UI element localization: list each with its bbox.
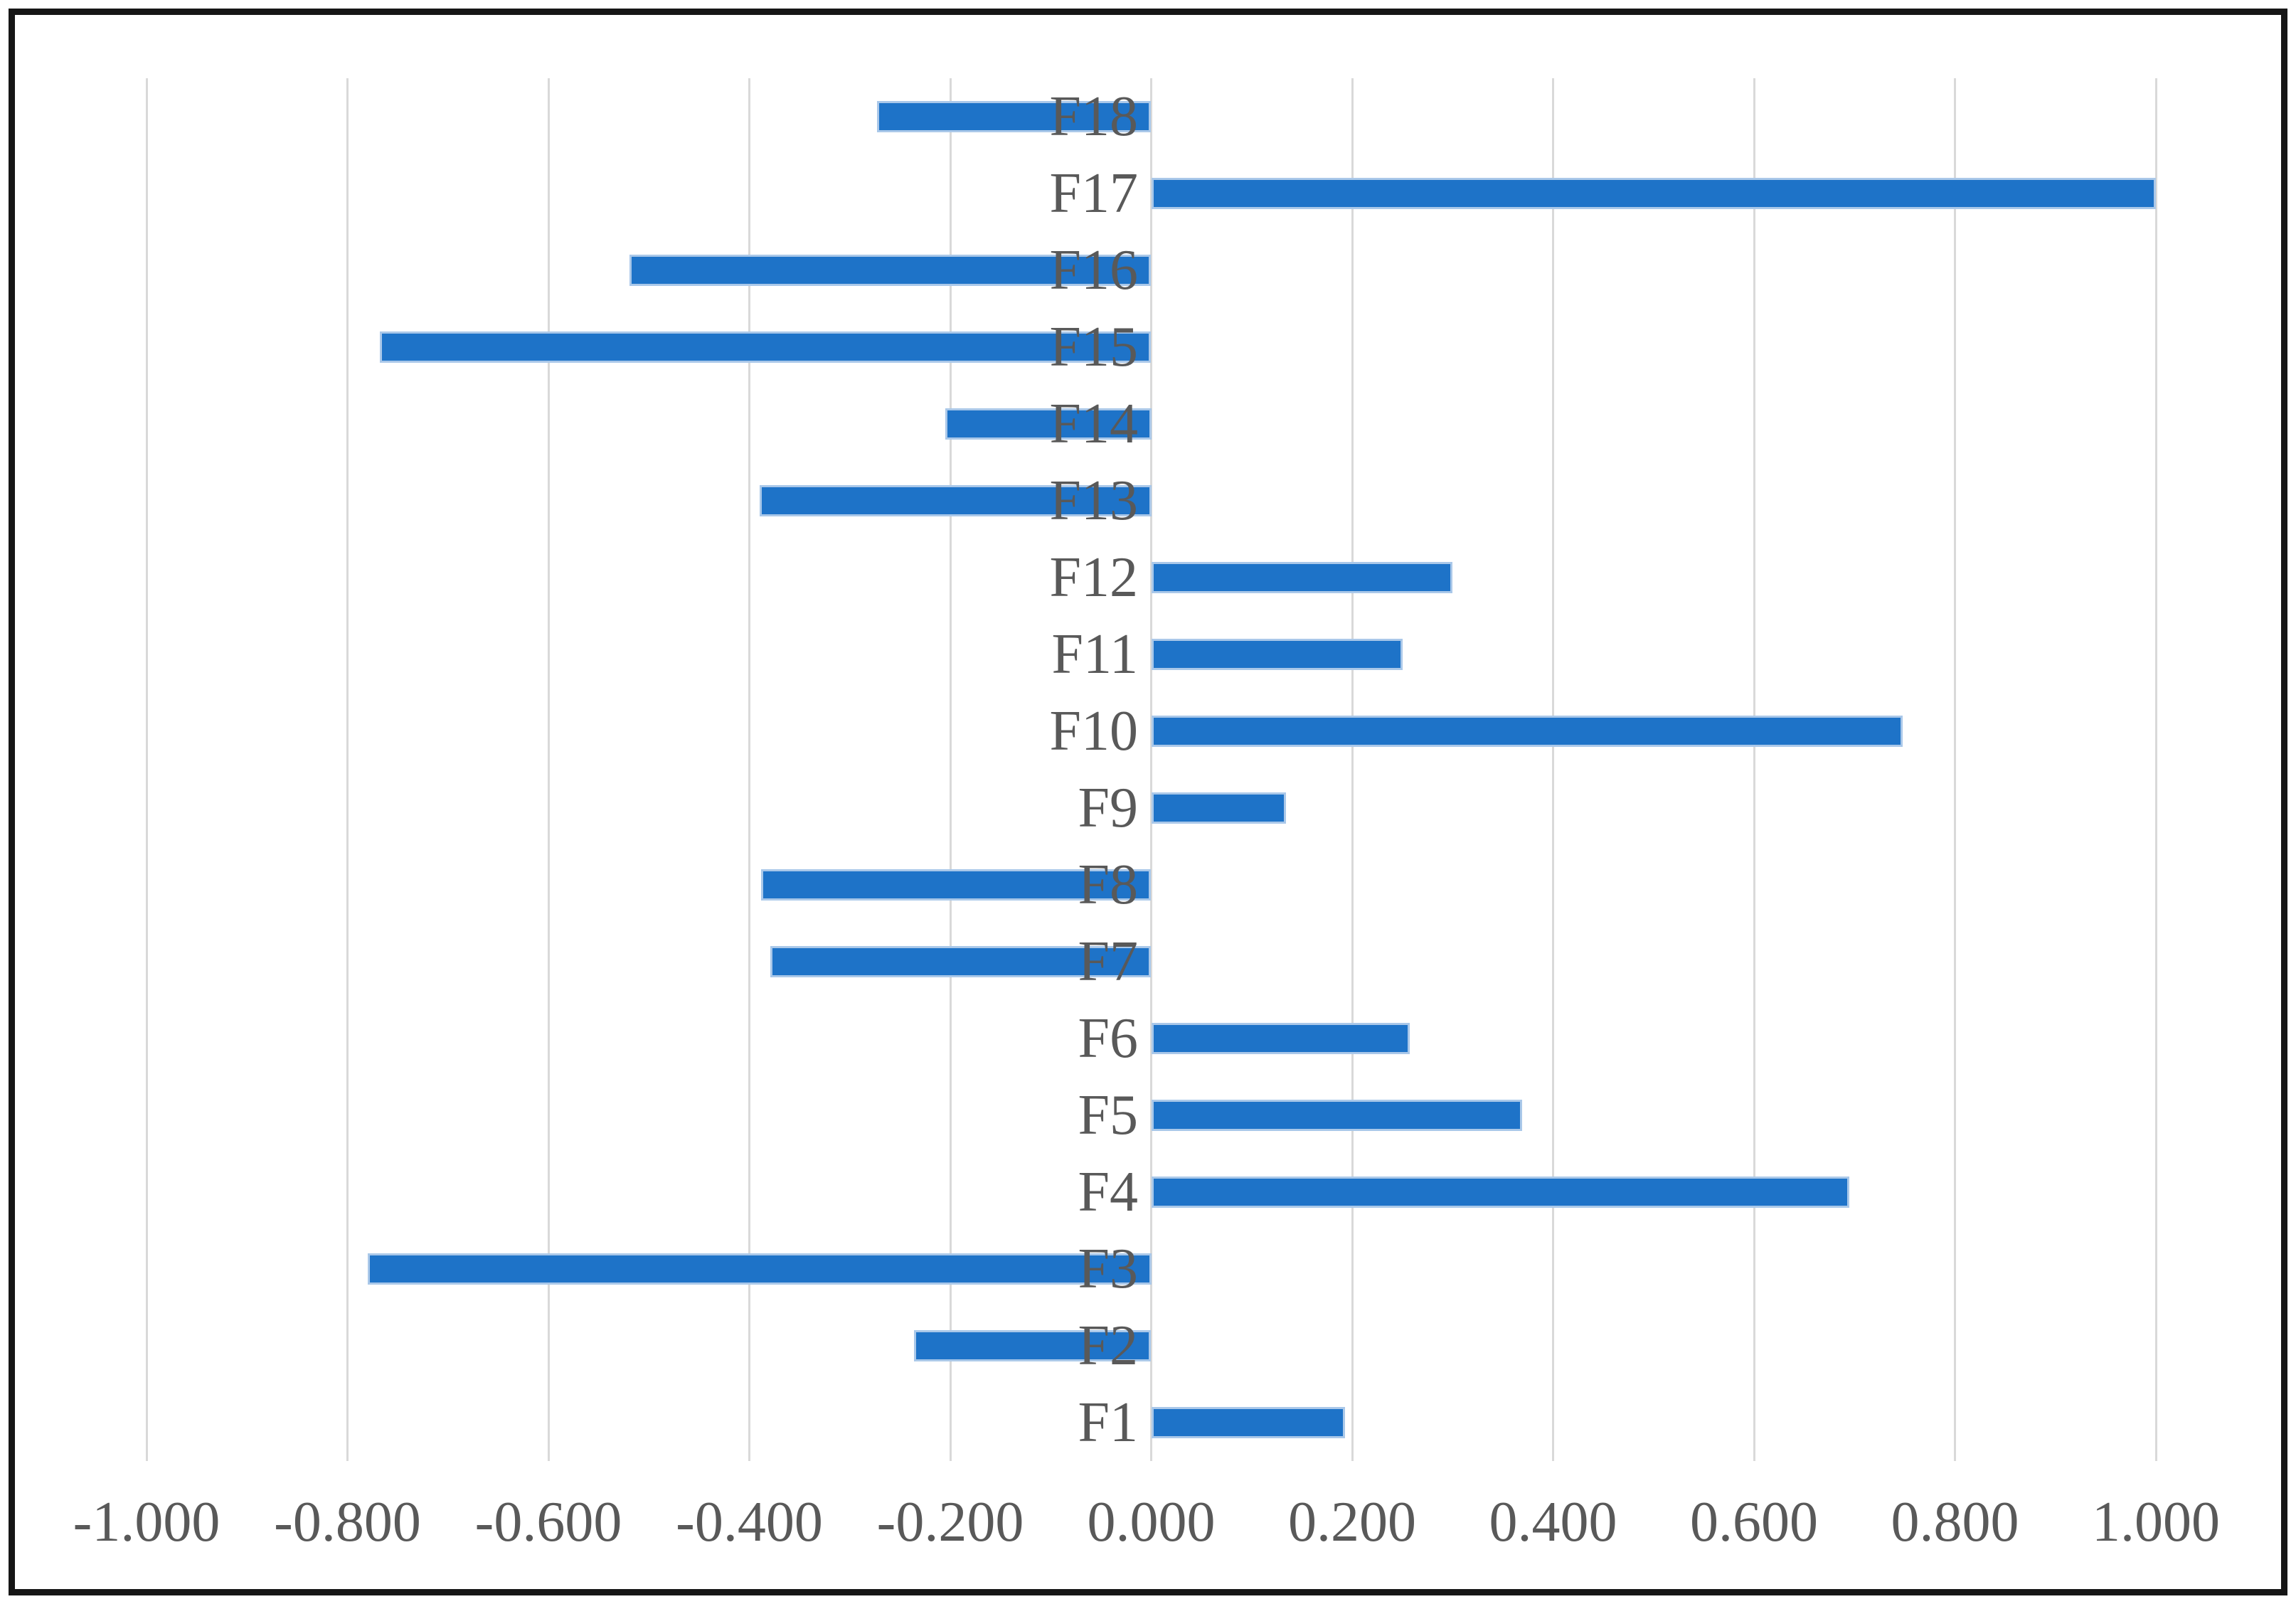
bar-F4 [1151,1177,1850,1208]
x-axis-tick-label-0.200: 0.200 [1288,1491,1416,1553]
category-label-F6: F6 [1078,1007,1139,1070]
bar-F8 [761,869,1152,901]
x-axis-tick-label--0.400: -0.400 [676,1491,823,1553]
gridline-0.000 [1150,78,1152,1461]
category-label-F17: F17 [1049,162,1139,225]
gridline-1.000 [2154,78,2157,1461]
x-axis-tick-label-1.000: 1.000 [2092,1491,2220,1553]
bar-F18 [876,101,1152,132]
bar-F6 [1151,1023,1410,1054]
category-label-F11: F11 [1051,623,1138,686]
bar-F13 [759,485,1152,516]
category-label-F16: F16 [1049,239,1139,302]
bar-F16 [629,255,1152,286]
bar-F3 [367,1253,1152,1285]
bar-F10 [1151,716,1903,747]
bar-F14 [945,408,1152,440]
category-label-F8: F8 [1078,854,1139,916]
gridline-0.800 [1954,78,1956,1461]
bar-F15 [379,331,1152,363]
bar-F5 [1151,1100,1522,1131]
gridline--0.200 [949,78,952,1461]
category-label-F7: F7 [1078,930,1139,993]
x-axis-tick-label--1.000: -1.000 [73,1491,220,1553]
bar-F12 [1151,562,1453,593]
x-axis-tick-label--0.600: -0.600 [474,1491,622,1553]
gridline-0.400 [1552,78,1554,1461]
category-label-F14: F14 [1049,393,1139,455]
category-label-F1: F1 [1078,1391,1139,1454]
gridline--0.400 [748,78,750,1461]
gridline--1.000 [145,78,148,1461]
category-label-F12: F12 [1049,546,1139,609]
bar-F7 [770,946,1152,977]
x-axis-tick-label-0.400: 0.400 [1489,1491,1617,1553]
x-axis-tick-label-0.000: 0.000 [1087,1491,1216,1553]
category-label-F3: F3 [1078,1238,1139,1300]
gridline--0.800 [346,78,349,1461]
category-label-F5: F5 [1078,1084,1139,1147]
category-label-F2: F2 [1078,1314,1139,1377]
bar-F17 [1151,178,2156,209]
category-label-F18: F18 [1049,85,1139,148]
category-label-F10: F10 [1049,700,1139,763]
x-axis-tick-label-0.600: 0.600 [1690,1491,1818,1553]
category-label-F4: F4 [1078,1161,1139,1223]
category-label-F15: F15 [1049,316,1139,378]
bar-F11 [1151,639,1403,670]
bar-F9 [1151,792,1286,824]
x-axis-tick-label-0.800: 0.800 [1891,1491,2019,1553]
gridline-0.200 [1351,78,1354,1461]
category-label-F13: F13 [1049,469,1139,532]
x-axis-tick-label--0.800: -0.800 [274,1491,421,1553]
gridline-0.600 [1753,78,1755,1461]
bar-F2 [914,1330,1152,1361]
bar-F1 [1151,1407,1346,1438]
category-label-F9: F9 [1078,777,1139,839]
x-axis-tick-label--0.200: -0.200 [876,1491,1024,1553]
gridline--0.600 [547,78,550,1461]
